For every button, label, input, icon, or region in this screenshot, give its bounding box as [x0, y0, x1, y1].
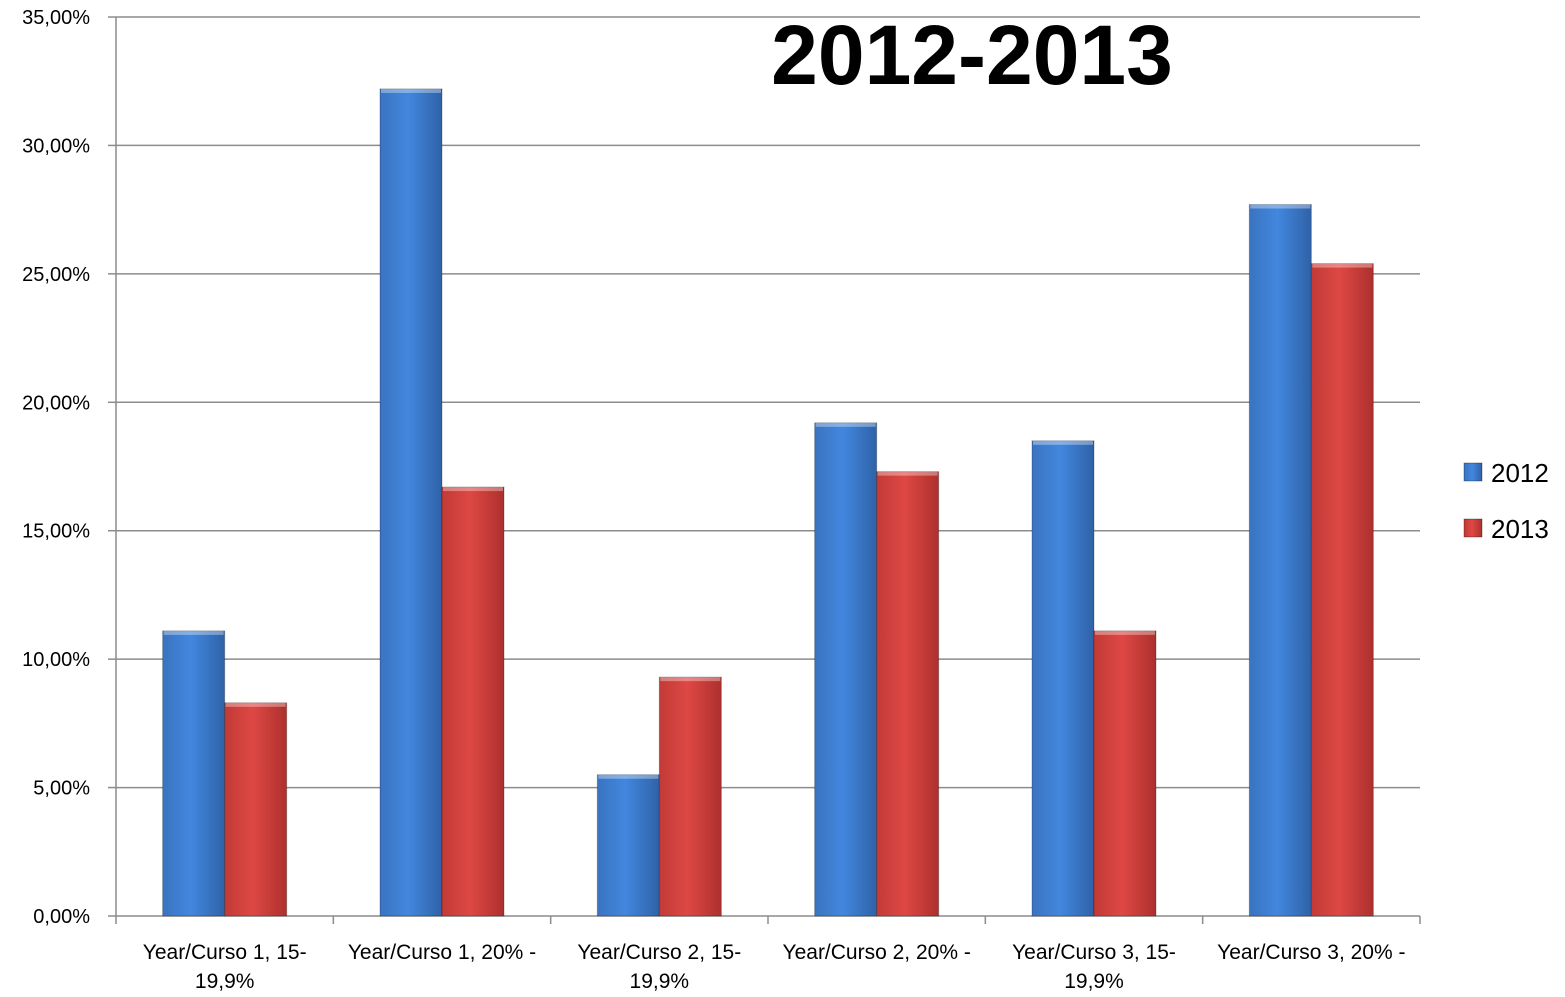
legend-swatch-2013 — [1463, 518, 1483, 538]
x-category-label: 19,9% — [630, 970, 690, 993]
bar-2013-5 — [1093, 630, 1157, 917]
bar-highlight — [163, 630, 224, 635]
bar-highlight — [225, 702, 286, 707]
bar-highlight — [598, 774, 659, 779]
bar-highlight — [660, 677, 721, 682]
gridlines — [116, 16, 1420, 789]
bar-2012-3 — [596, 774, 660, 917]
x-category-label: Year/Curso 2, 15- — [577, 941, 741, 964]
legend-label-2013: 2013 — [1491, 514, 1549, 544]
bar-2012-2 — [379, 88, 443, 917]
y-tick-label: 30,00% — [22, 135, 90, 157]
x-category-label: Year/Curso 3, 15- — [1012, 941, 1176, 964]
y-tick-label: 10,00% — [22, 649, 90, 671]
bar-2012-1 — [162, 630, 226, 917]
bar-highlight — [877, 471, 938, 476]
bars — [162, 88, 1374, 917]
y-tick-label: 15,00% — [22, 521, 90, 543]
legend-label-2012: 2012 — [1491, 458, 1549, 488]
bar-2013-2 — [441, 486, 505, 917]
x-category-label: 19,9% — [1064, 970, 1124, 993]
y-tick-label: 0,00% — [33, 906, 90, 928]
x-category-label: Year/Curso 2, 20% - — [783, 941, 971, 964]
axis-labels: 0,00% 5,00% 10,00% 15,00% 20,00% 25,00% 30,00%… — [22, 7, 1405, 993]
bar-2013-6 — [1310, 263, 1374, 917]
y-tick-label: 25,00% — [22, 264, 90, 286]
y-tick-label: 5,00% — [33, 778, 90, 800]
bar-highlight — [443, 487, 503, 492]
bar-highlight — [1312, 263, 1373, 268]
bar-2013-3 — [658, 676, 722, 917]
chart-title: 2012-2013 — [771, 8, 1173, 102]
bar-2012-6 — [1248, 204, 1312, 917]
bar-highlight — [1095, 630, 1155, 635]
x-category-label: 19,9% — [195, 970, 255, 993]
x-category-label: Year/Curso 3, 20% - — [1217, 941, 1405, 964]
axes — [108, 16, 1421, 924]
x-category-label: Year/Curso 1, 20% - — [348, 941, 536, 964]
x-category-label: Year/Curso 1, 15- — [143, 941, 307, 964]
bar-2013-4 — [876, 471, 940, 917]
bar-2012-5 — [1031, 440, 1095, 917]
legend-swatch-2012 — [1463, 462, 1483, 482]
bar-highlight — [1033, 440, 1093, 445]
bar-2012-4 — [814, 422, 878, 917]
y-tick-label: 20,00% — [22, 392, 90, 414]
y-tick-label: 35,00% — [22, 7, 90, 29]
bar-highlight — [815, 422, 876, 427]
bar-2013-1 — [224, 702, 288, 917]
legend: 2012 2013 — [1463, 458, 1549, 544]
bar-highlight — [1250, 204, 1311, 209]
bar-highlight — [381, 88, 441, 93]
